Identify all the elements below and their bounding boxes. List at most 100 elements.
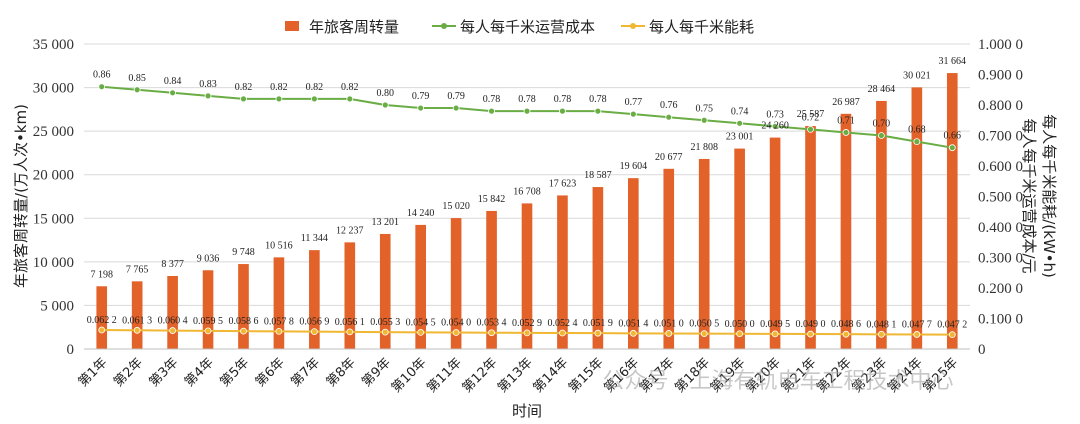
series-point [204,92,212,100]
y-left-tick-label: 35 000 [33,37,74,53]
bar [911,87,923,349]
line-data-label: 0.052 4 [547,318,577,329]
series-point [452,329,460,336]
bar-data-label: 15 842 [478,194,506,205]
bar-data-label: 17 623 [549,178,577,189]
series-point [771,330,779,338]
series-point [133,86,141,94]
y-right-tick-label: 1.000 0 [978,37,1023,53]
y-right-tick-label: 0.900 0 [978,68,1023,84]
line-data-label: 0.75 [695,103,713,114]
series-point [559,107,566,115]
line-data-label: 0.059 5 [193,316,223,327]
series-point [169,327,177,334]
bar-data-label: 13 201 [371,217,399,228]
bar [486,210,497,349]
line-data-label: 0.82 [270,82,288,93]
line-data-label: 0.048 6 [831,319,861,330]
bar-data-label: 19 604 [620,161,648,172]
series-point [842,330,850,338]
x-tick-label: 第11年 [424,355,465,396]
bar-data-label: 11 344 [301,233,328,244]
line-data-label: 0.78 [518,94,536,105]
y-right-tick-label: 0.100 0 [978,312,1023,328]
x-tick-label: 第10年 [389,355,430,396]
line-data-label: 0.051 0 [654,318,684,329]
x-axis-title: 时间 [512,402,542,420]
y-right-tick-label: 0.700 0 [978,129,1023,145]
series-point [346,95,354,103]
series-point [240,327,247,335]
legend-swatch-bar [285,21,299,31]
y-right-tick-label: 0.500 0 [978,190,1023,206]
bar [415,224,426,349]
series-point [948,144,956,152]
series-point [98,326,106,334]
series-point [807,330,814,338]
series-point [346,328,354,336]
y-left-tick-label: 25 000 [33,124,74,140]
bar-data-label: 9 036 [197,253,220,264]
bar [628,178,639,349]
line-data-label: 0.054 5 [406,317,436,328]
x-tick-label: 第3年 [147,355,182,390]
legend-swatch-marker [630,23,636,29]
series-point [594,329,602,337]
series-point [204,327,212,335]
y-right-tick-label: 0 [978,342,986,358]
series-point [275,327,283,335]
legend-label: 每人每千米运营成本 [460,18,595,36]
bar-data-label: 15 020 [442,201,470,212]
bar-data-label: 28 464 [868,84,896,95]
x-tick-label: 第5年 [217,355,252,390]
y-right-tick-label: 0.300 0 [978,251,1023,267]
line-data-label: 0.72 [802,112,820,123]
lines-group [98,83,956,339]
line-data-label: 0.68 [908,125,926,136]
line-data-label: 0.055 3 [370,317,400,328]
legend-swatch-marker [441,23,447,29]
series-point [594,107,602,115]
bar-data-label: 21 808 [690,142,718,153]
line-data-label: 0.70 [873,119,891,130]
y-left-tick-label: 30 000 [33,81,74,97]
bar [805,126,816,349]
series-point [523,329,531,337]
line-data-label: 0.82 [341,82,359,93]
bar [131,281,143,349]
series-point [381,101,389,109]
watermark: 公众号 · 上海有轨电车工程技术中心 [603,369,954,394]
line-data-label: 0.053 4 [477,318,507,329]
y-left-tick-label: 0 [67,342,75,358]
line-data-label: 0.057 8 [264,316,294,327]
line-data-label: 0.79 [447,91,465,102]
bar-data-label: 24 260 [761,121,789,132]
line-data-label: 0.85 [128,73,146,84]
series-point [629,329,637,337]
series-point [736,330,744,338]
line-data-label: 0.82 [306,82,324,93]
bar [663,168,675,349]
line-data-label: 0.062 2 [87,315,117,326]
line-data-label: 0.66 [944,131,962,142]
bar-data-label: 25 587 [797,109,825,120]
bars-group [96,73,958,349]
series-point [913,331,921,338]
series-point [913,138,921,146]
bar [379,233,391,349]
line-data-label: 0.047 7 [902,319,932,330]
bar-data-label: 14 240 [407,208,435,219]
series-point [559,329,566,337]
line-data-label: 0.051 4 [618,318,648,329]
bar-data-label: 7 198 [90,269,113,280]
y-right-tick-label: 0.200 0 [978,281,1023,297]
legend-label: 每人每千米能耗 [649,18,754,36]
line-data-label: 0.048 1 [866,319,896,330]
line-data-label: 0.052 9 [512,318,542,329]
bar [876,100,887,349]
bar-data-label: 30 021 [903,70,931,81]
series-point [488,107,495,115]
bar [202,270,214,349]
bar [557,195,568,349]
